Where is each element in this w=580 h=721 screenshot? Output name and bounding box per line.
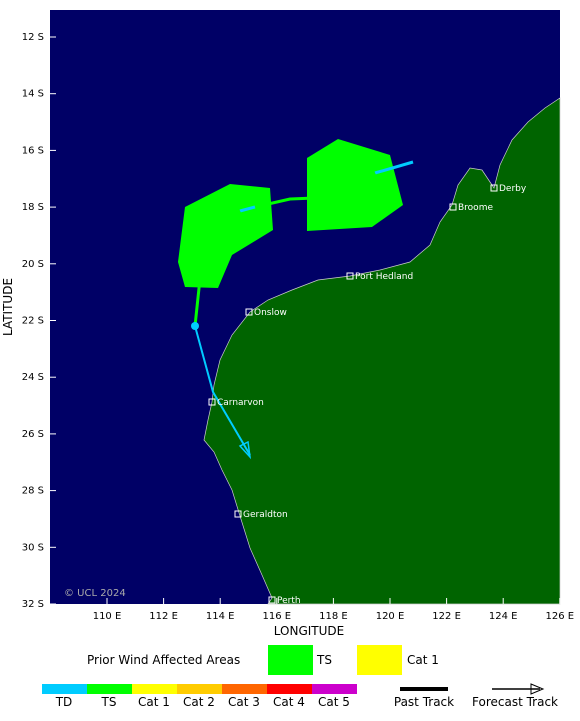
lat-tick-label: 24 S [22, 372, 44, 383]
scale-label: Cat 4 [273, 695, 305, 709]
lat-tick-label: 18 S [22, 202, 44, 213]
scale-label: Cat 5 [318, 695, 350, 709]
past-track-label: Past Track [394, 695, 454, 709]
past-track [239, 205, 256, 213]
past-track [193, 209, 241, 327]
scale-label: Cat 1 [138, 695, 170, 709]
lat-tick-label: 32 S [22, 599, 44, 610]
lon-tick-label: 110 E [93, 611, 122, 622]
place-marker [449, 203, 457, 211]
lon-tick-label: 120 E [376, 611, 405, 622]
place-marker [268, 596, 276, 604]
legend-area: TS [316, 653, 332, 667]
past-track [254, 171, 376, 209]
places: Derby Broome Port Hedland Onslow Carnarvon Ge… [208, 184, 527, 606]
scale-swatch [267, 684, 312, 694]
scale-swatch [87, 684, 132, 694]
scale-swatch [222, 684, 267, 694]
place-label: Port Hedland [355, 272, 413, 282]
legend-area: Cat 1 [407, 653, 439, 667]
past-track [374, 160, 414, 175]
scale-label: TS [101, 695, 117, 709]
current-position [191, 322, 199, 330]
place-marker [490, 184, 498, 192]
scale-label: Cat 2 [183, 695, 215, 709]
lon-tick-label: 124 E [489, 611, 518, 622]
scale-label: TD [55, 695, 73, 709]
lon-tick-label: 122 E [432, 611, 461, 622]
x-axis-label: LONGITUDE [274, 624, 344, 638]
intensity-scale: TD TS Cat 1 Cat 2 Cat 3 Cat 4 Cat 5 [42, 684, 357, 709]
axes: 12 S 14 S 16 S 18 S 20 S 22 S 24 S 26 S 28 S 30 S… [22, 32, 574, 622]
lat-tick-label: 20 S [22, 259, 44, 270]
place-label: Broome [458, 203, 493, 213]
forecast-track [194, 325, 251, 456]
scale-swatch [312, 684, 357, 694]
place-label: Perth [277, 596, 301, 606]
lat-tick-label: 14 S [22, 89, 44, 100]
place-label: Carnarvon [217, 398, 264, 408]
place-marker [208, 398, 216, 406]
forecast-arrow-symbol [530, 683, 545, 695]
place-marker [346, 272, 354, 280]
lat-tick-label: 28 S [22, 486, 44, 497]
legend-areas-title: Prior Wind Affected Areas [87, 653, 240, 667]
lat-tick-label: 22 S [22, 316, 44, 327]
lat-tick-label: 16 S [22, 145, 44, 156]
lat-tick-label: 26 S [22, 429, 44, 440]
lon-tick-label: 118 E [319, 611, 348, 622]
place-marker [245, 308, 253, 316]
place-label: Derby [499, 184, 527, 194]
legend-swatch [268, 645, 313, 675]
lat-tick-label: 30 S [22, 542, 44, 553]
lat-tick-label: 12 S [22, 32, 44, 43]
place-marker [234, 510, 242, 518]
forecast-arrow [238, 440, 252, 460]
lon-tick-label: 112 E [149, 611, 178, 622]
place-label: Onslow [254, 308, 287, 318]
forecast-track-label: Forecast Track [472, 695, 558, 709]
lon-tick-label: 126 E [546, 611, 575, 622]
place-label: Geraldton [243, 510, 288, 520]
scale-swatch [132, 684, 177, 694]
lon-tick-label: 114 E [206, 611, 235, 622]
y-axis-label: LATITUDE [1, 278, 15, 336]
scale-swatch [177, 684, 222, 694]
scale-swatch [42, 684, 87, 694]
land [203, 97, 561, 605]
lon-tick-label: 116 E [263, 611, 292, 622]
scale-label: Cat 3 [228, 695, 260, 709]
copyright: © UCL 2024 [64, 588, 126, 599]
legend-swatch [357, 645, 402, 675]
